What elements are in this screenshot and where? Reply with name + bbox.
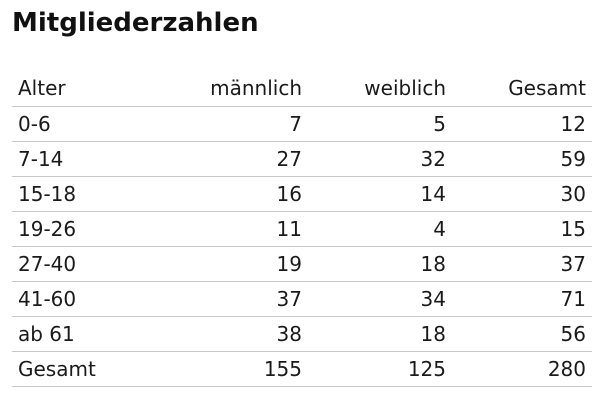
male-cell: 19 [160,245,308,281]
page-title: Mitgliederzahlen [12,8,259,38]
table-body: 0-6 7 5 12 7-14 27 32 59 15-18 16 14 30 … [12,105,592,387]
age-cell: ab 61 [12,315,160,351]
female-cell: 18 [308,315,452,351]
male-cell: 27 [160,140,308,176]
female-cell: 4 [308,210,452,246]
age-cell: Gesamt [12,350,160,387]
total-cell: 30 [452,175,592,211]
table-row: 19-26 11 4 15 [12,210,592,246]
male-cell: 7 [160,105,308,141]
male-cell: 37 [160,280,308,316]
female-cell: 125 [308,350,452,387]
male-cell: 38 [160,315,308,351]
female-cell: 34 [308,280,452,316]
table-row: ab 61 38 18 56 [12,315,592,351]
age-cell: 0-6 [12,105,160,141]
female-cell: 32 [308,140,452,176]
male-cell: 16 [160,175,308,211]
total-cell: 37 [452,245,592,281]
total-cell: 15 [452,210,592,246]
age-cell: 19-26 [12,210,160,246]
member-count-table: Alter männlich weiblich Gesamt 0-6 7 5 1… [12,71,592,387]
total-cell: 71 [452,280,592,316]
table-row: 15-18 16 14 30 [12,175,592,211]
header-total: Gesamt [508,76,586,101]
age-cell: 27-40 [12,245,160,281]
female-cell: 18 [308,245,452,281]
age-cell: 7-14 [12,140,160,176]
male-cell: 155 [160,350,308,387]
age-cell: 15-18 [12,175,160,211]
table-header: Alter männlich weiblich Gesamt [12,71,592,106]
total-cell: 280 [452,350,592,387]
header-row: Alter männlich weiblich Gesamt [12,71,592,106]
total-cell: 12 [452,105,592,141]
total-cell: 56 [452,315,592,351]
table-total-row: Gesamt 155 125 280 [12,350,592,387]
male-cell: 11 [160,210,308,246]
header-female: weiblich [364,76,446,101]
table-row: 0-6 7 5 12 [12,105,592,141]
age-cell: 41-60 [12,280,160,316]
table-row: 41-60 37 34 71 [12,280,592,316]
header-male: männlich [210,76,302,101]
female-cell: 14 [308,175,452,211]
female-cell: 5 [308,105,452,141]
table-row: 7-14 27 32 59 [12,140,592,176]
table-row: 27-40 19 18 37 [12,245,592,281]
total-cell: 59 [452,140,592,176]
header-age: Alter [18,76,66,101]
